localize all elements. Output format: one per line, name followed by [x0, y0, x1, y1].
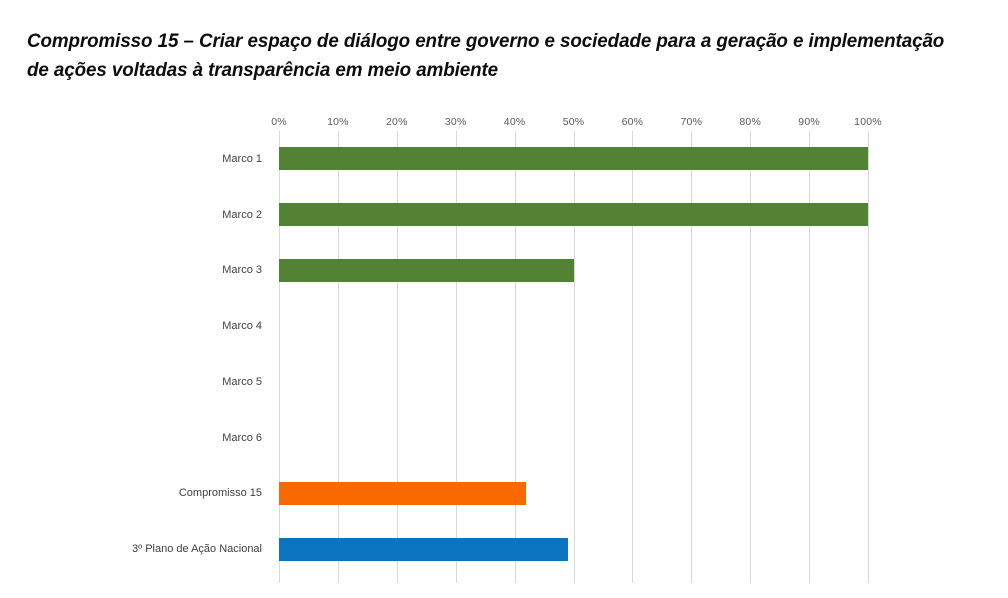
x-tick-mark: [396, 131, 398, 137]
x-tick-mark: [691, 131, 693, 137]
x-tick-label: 30%: [444, 116, 467, 128]
bar-marco-3[interactable]: [279, 258, 574, 282]
chart-title: Compromisso 15 – Criar espaço de diálogo…: [27, 30, 945, 81]
gridline-80%: [750, 137, 752, 583]
bar-marco-2[interactable]: [279, 203, 868, 227]
gridline-100%: [868, 137, 869, 583]
x-tick-mark: [514, 131, 516, 137]
plot-area: [279, 137, 869, 583]
x-tick-label: 40%: [503, 116, 526, 128]
x-axis-tick-labels: 0% 10% 20% 30% 40% 50% 60% 70% 80% 90% 100%: [271, 116, 881, 130]
x-tick-mark: [868, 131, 869, 137]
x-tick-label: 50%: [562, 116, 585, 128]
y-axis-category-labels: Marco 1 Marco 2 Marco 3 Marco 4 Marco 5 Marco…: [0, 137, 271, 583]
x-tick-label: 100%: [854, 116, 882, 128]
x-tick-mark: [632, 131, 634, 137]
category-label: Marco 3: [222, 264, 262, 277]
gridline-50%: [573, 137, 575, 583]
x-tick-label: 10%: [327, 116, 349, 128]
category-label: Marco 4: [222, 320, 262, 333]
gridline-0%: [279, 137, 280, 583]
category-label: Marco 6: [222, 431, 262, 444]
x-tick-mark: [337, 131, 339, 137]
x-tick-mark: [573, 131, 575, 137]
gridline-40%: [514, 137, 516, 583]
gridline-30%: [455, 137, 457, 583]
bar-3-plano-de-a-o-nacional[interactable]: [279, 537, 568, 561]
x-tick-label: 0%: [271, 116, 287, 128]
x-axis-tick-marks: [279, 131, 869, 137]
category-label: 3º Plano de Ação Nacional: [132, 543, 262, 556]
x-tick-label: 70%: [680, 116, 703, 128]
x-tick-label: 80%: [739, 116, 761, 128]
category-label: Compromisso 15: [178, 487, 262, 500]
category-label: Marco 1: [222, 152, 262, 165]
bar-compromisso-15[interactable]: [279, 481, 527, 505]
x-tick-mark: [455, 131, 457, 137]
gridline-10%: [337, 137, 339, 583]
x-tick-label: 20%: [385, 116, 408, 128]
x-tick-label: 90%: [798, 116, 820, 128]
bars-layer: [279, 137, 868, 583]
category-label: Marco 2: [222, 208, 262, 221]
gridline-20%: [396, 137, 398, 583]
x-tick-label: 60%: [621, 116, 644, 128]
x-tick-mark: [279, 131, 280, 137]
gridline-60%: [632, 137, 634, 583]
gridline-90%: [809, 137, 811, 583]
gridline-70%: [691, 137, 693, 583]
category-label: Marco 5: [222, 375, 262, 388]
bar-marco-1[interactable]: [279, 147, 868, 171]
x-tick-mark: [809, 131, 811, 137]
x-tick-mark: [750, 131, 752, 137]
